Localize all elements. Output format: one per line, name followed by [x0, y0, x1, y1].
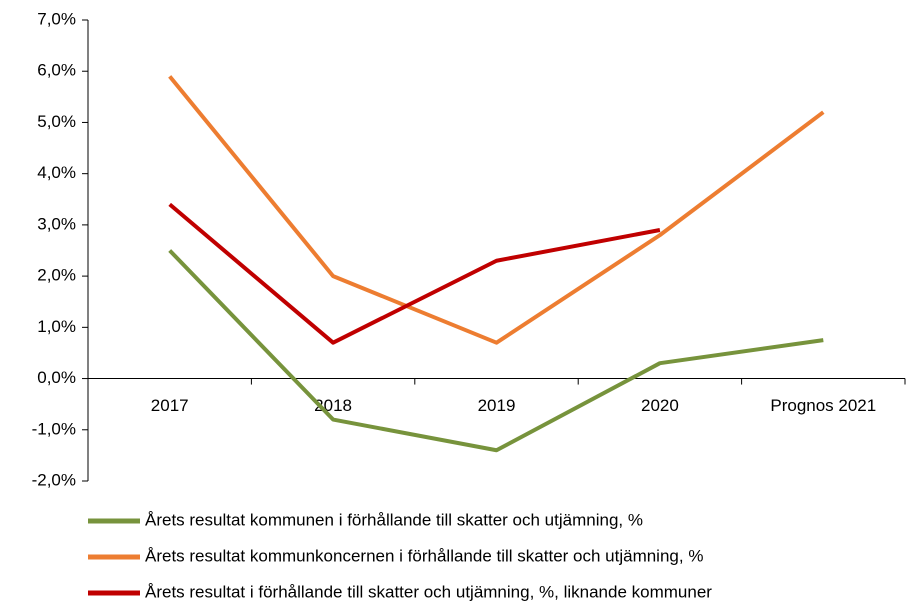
y-tick-label: 3,0% — [37, 214, 76, 233]
y-tick-label: -2,0% — [32, 470, 76, 489]
x-tick-label: 2019 — [478, 396, 516, 415]
legend-label: Årets resultat i förhållande till skatte… — [145, 582, 712, 601]
series-line — [168, 202, 661, 345]
legend-label: Årets resultat kommunkoncernen i förhåll… — [145, 546, 703, 565]
series-line — [168, 75, 825, 345]
y-tick-label: 6,0% — [37, 61, 76, 80]
y-tick-label: -1,0% — [32, 419, 76, 438]
legend-label: Årets resultat kommunen i förhållande ti… — [145, 510, 643, 529]
y-tick-label: 0,0% — [37, 368, 76, 387]
x-tick-label: Prognos 2021 — [770, 396, 876, 415]
y-tick-label: 5,0% — [37, 112, 76, 131]
y-tick-label: 1,0% — [37, 317, 76, 336]
x-tick-label: 2020 — [641, 396, 679, 415]
series-line — [168, 249, 824, 453]
x-tick-label: 2017 — [151, 396, 189, 415]
y-tick-label: 4,0% — [37, 163, 76, 182]
y-tick-label: 7,0% — [37, 9, 76, 28]
y-tick-label: 2,0% — [37, 266, 76, 285]
